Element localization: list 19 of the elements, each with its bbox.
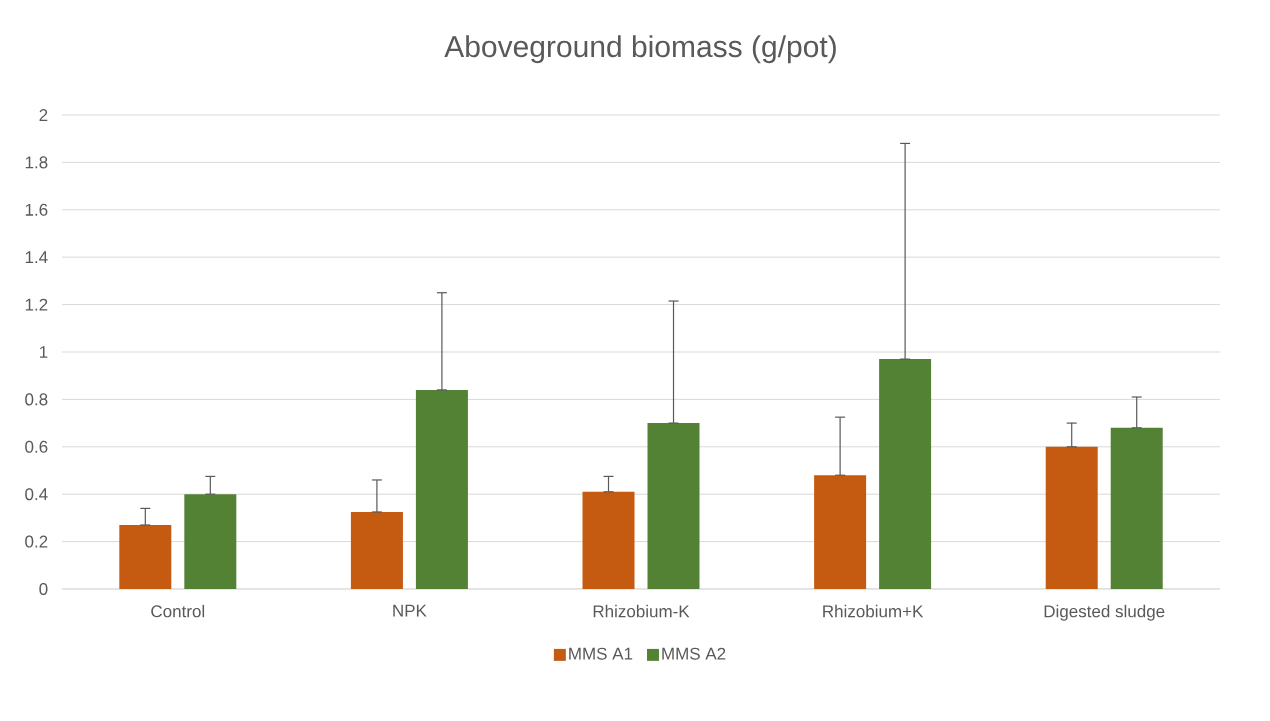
- y-tick-label: 1.6: [25, 203, 48, 216]
- legend-label: MMS A1: [569, 647, 633, 660]
- y-tick-label: 0: [39, 582, 48, 596]
- y-tick-label: 0.8: [25, 393, 48, 406]
- y-tick-label: 0.4: [25, 488, 48, 501]
- y-tick-label: 1.4: [25, 251, 48, 264]
- x-tick-label: Rhizobium-K: [593, 604, 690, 618]
- x-tick-label: Digested sludge: [1044, 604, 1165, 621]
- x-tick-label: Control: [151, 604, 205, 618]
- y-tick-label: 0.2: [25, 535, 48, 548]
- legend-label: MMS A2: [662, 647, 726, 660]
- x-tick-label: Rhizobium+K: [823, 604, 924, 618]
- y-tick-label: 1.2: [25, 298, 48, 311]
- chart-title: Aboveground biomass (g/pot): [444, 35, 836, 64]
- y-tick-label: 0.6: [25, 440, 48, 453]
- y-tick-label: 1: [39, 346, 48, 358]
- y-tick-label: 2: [39, 109, 48, 121]
- y-tick-label: 1.8: [25, 156, 48, 169]
- x-tick-label: NPK: [393, 604, 427, 617]
